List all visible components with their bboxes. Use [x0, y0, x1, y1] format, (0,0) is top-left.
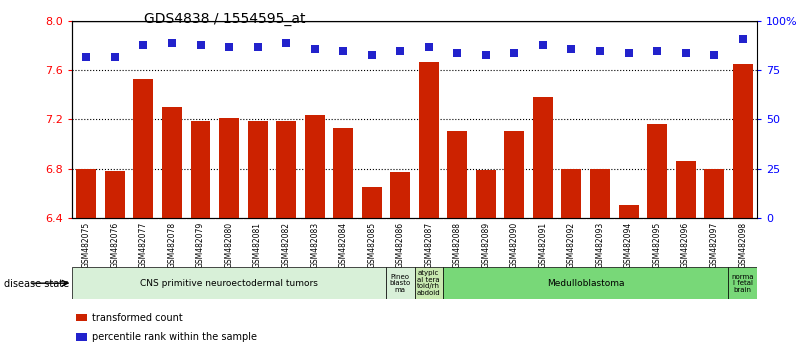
Point: [508, 50, 521, 56]
Point: [252, 44, 264, 50]
Point: [194, 42, 207, 48]
Bar: [390, 172, 410, 218]
Point: [108, 54, 121, 59]
Point: [394, 48, 407, 53]
Text: GSM482077: GSM482077: [139, 222, 148, 268]
Point: [365, 52, 378, 57]
Bar: [76, 169, 96, 218]
Text: GSM482082: GSM482082: [282, 222, 291, 268]
Bar: [647, 124, 667, 218]
Text: GSM482078: GSM482078: [167, 222, 176, 268]
Point: [565, 46, 578, 52]
Bar: [733, 64, 753, 218]
Text: Medulloblastoma: Medulloblastoma: [547, 279, 625, 288]
Text: GSM482075: GSM482075: [82, 222, 91, 268]
Bar: [219, 118, 239, 218]
Text: GSM482086: GSM482086: [396, 222, 405, 268]
Point: [422, 44, 435, 50]
Text: GSM482085: GSM482085: [367, 222, 376, 268]
Bar: [276, 121, 296, 218]
Text: GSM482081: GSM482081: [253, 222, 262, 268]
Point: [650, 48, 663, 53]
Text: percentile rank within the sample: percentile rank within the sample: [92, 332, 257, 342]
Text: GSM482098: GSM482098: [739, 222, 747, 268]
Point: [336, 48, 349, 53]
Bar: [333, 128, 353, 218]
Point: [708, 52, 721, 57]
Bar: [191, 121, 211, 218]
Point: [137, 42, 150, 48]
Point: [223, 44, 235, 50]
Bar: [704, 169, 724, 218]
Text: GSM482093: GSM482093: [595, 222, 605, 268]
Bar: [248, 121, 268, 218]
Point: [80, 54, 93, 59]
Bar: [419, 62, 439, 218]
Text: GSM482090: GSM482090: [510, 222, 519, 268]
Bar: [618, 205, 638, 218]
Text: GSM482092: GSM482092: [567, 222, 576, 268]
Text: GSM482084: GSM482084: [339, 222, 348, 268]
Bar: [675, 161, 695, 218]
Text: GSM482089: GSM482089: [481, 222, 490, 268]
Text: GSM482094: GSM482094: [624, 222, 633, 268]
Point: [166, 40, 179, 46]
Bar: [590, 169, 610, 218]
Text: GSM482088: GSM482088: [453, 222, 462, 268]
Bar: [443, 267, 728, 299]
Bar: [415, 267, 443, 299]
Text: GSM482091: GSM482091: [538, 222, 547, 268]
Text: GSM482076: GSM482076: [111, 222, 119, 268]
Bar: [105, 171, 125, 218]
Bar: [505, 131, 525, 218]
Text: GSM482083: GSM482083: [310, 222, 319, 268]
Text: GSM482097: GSM482097: [710, 222, 718, 268]
Text: GSM482096: GSM482096: [681, 222, 690, 268]
Bar: [304, 115, 324, 218]
Point: [736, 36, 749, 42]
Text: GSM482079: GSM482079: [196, 222, 205, 268]
Text: GSM482080: GSM482080: [224, 222, 234, 268]
Text: CNS primitive neuroectodermal tumors: CNS primitive neuroectodermal tumors: [140, 279, 318, 288]
Text: GDS4838 / 1554595_at: GDS4838 / 1554595_at: [144, 12, 306, 27]
Bar: [162, 107, 182, 218]
Point: [480, 52, 493, 57]
Bar: [447, 131, 467, 218]
Point: [280, 40, 292, 46]
Text: atypic
al tera
toid/rh
abdoid: atypic al tera toid/rh abdoid: [417, 270, 441, 296]
Bar: [533, 97, 553, 218]
Text: disease state: disease state: [4, 279, 69, 289]
Bar: [562, 169, 582, 218]
Bar: [728, 267, 757, 299]
Text: Pineo
blasto
ma: Pineo blasto ma: [389, 274, 411, 293]
Text: GSM482087: GSM482087: [425, 222, 433, 268]
Bar: [134, 79, 154, 218]
Text: GSM482095: GSM482095: [653, 222, 662, 268]
Point: [594, 48, 606, 53]
Point: [537, 42, 549, 48]
Text: transformed count: transformed count: [92, 313, 183, 322]
Bar: [72, 267, 386, 299]
Bar: [386, 267, 415, 299]
Point: [451, 50, 464, 56]
Point: [679, 50, 692, 56]
Text: norma
l fetal
brain: norma l fetal brain: [731, 274, 754, 293]
Bar: [476, 170, 496, 218]
Point: [622, 50, 635, 56]
Bar: [362, 187, 382, 218]
Point: [308, 46, 321, 52]
